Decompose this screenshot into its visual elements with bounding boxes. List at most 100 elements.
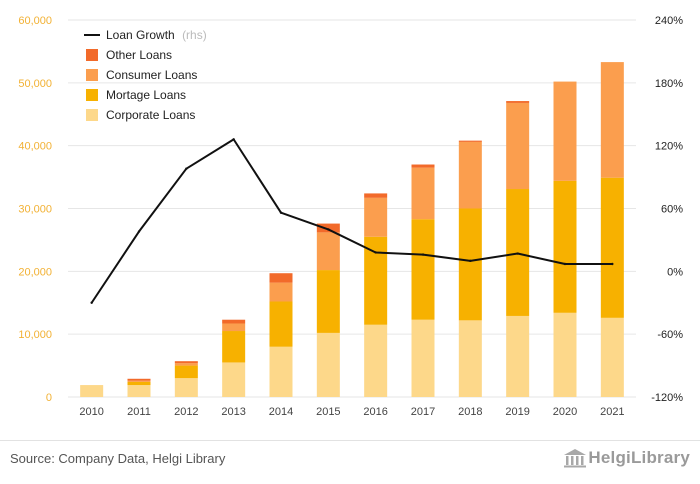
bar-corporate-loans [411, 319, 435, 397]
right-tick-label: 120% [655, 141, 683, 153]
bar-corporate-loans [269, 346, 293, 397]
left-tick-label: 0 [46, 392, 52, 404]
bar-mortage-loans [174, 365, 198, 379]
bar-consumer-loans [174, 363, 198, 366]
brand-logo: HelgiLibrary [562, 447, 690, 469]
chart: 0 10,000 20,000 30,000 40,000 50,000 60,000 -1… [18, 15, 683, 418]
loan-growth-line-layer [90, 138, 614, 304]
loan-growth-point [232, 138, 235, 141]
x-tick-label: 2010 [79, 406, 103, 418]
loan-growth-point [137, 230, 141, 233]
loan-growth-point [611, 262, 614, 266]
legend-label-mortage-loans: Mortage Loans [106, 88, 186, 102]
left-tick-label: 40,000 [18, 141, 52, 153]
bar-other-loans [411, 164, 435, 168]
loan-growth-point [469, 259, 472, 263]
left-tick-label: 30,000 [18, 204, 52, 216]
bar-other-loans [364, 193, 388, 198]
bar-corporate-loans [364, 324, 388, 397]
left-axis-ticks: 0 10,000 20,000 30,000 40,000 50,000 60,000 [18, 15, 52, 404]
right-axis-ticks: -120% -60% 0% 60% 120% 180% 240% [651, 15, 683, 404]
bar-mortage-loans [553, 180, 577, 313]
x-tick-label: 2013 [221, 406, 245, 418]
bar-consumer-loans [458, 141, 482, 209]
x-tick-label: 2016 [363, 406, 387, 418]
loan-growth-point [516, 252, 519, 255]
legend-swatch-corporate-loans [86, 109, 98, 121]
x-tick-label: 2020 [553, 406, 577, 418]
bar-corporate-loans [222, 362, 246, 397]
left-tick-label: 50,000 [18, 78, 52, 90]
left-tick-label: 60,000 [18, 15, 52, 27]
bar-corporate-loans [316, 332, 340, 397]
loan-growth-point [374, 251, 377, 254]
legend: Loan Growth (rhs) Other Loans Consumer L… [84, 28, 207, 122]
loan-growth-point [563, 262, 567, 266]
bar-other-loans [458, 140, 482, 142]
bar-mortage-loans [411, 219, 435, 320]
left-tick-label: 20,000 [18, 266, 52, 278]
svg-text:Loan Growth (rhs): Loan Growth (rhs) [106, 28, 207, 42]
right-tick-label: -120% [651, 392, 683, 404]
legend-note-rhs: (rhs) [182, 28, 207, 42]
bar-mortage-loans [269, 301, 293, 347]
legend-label-loan-growth: Loan Growth [106, 28, 175, 42]
bar-corporate-loans [600, 317, 624, 397]
loan-growth-point [279, 211, 283, 214]
x-tick-label: 2017 [411, 406, 435, 418]
bar-consumer-loans [506, 102, 530, 190]
bar-consumer-loans [316, 232, 340, 271]
legend-item-mortage-loans: Mortage Loans [86, 88, 186, 102]
right-tick-label: 180% [655, 78, 683, 90]
x-axis-ticks: 2010 2011 2012 2013 2014 2015 2016 2017 2018 2019… [79, 406, 624, 418]
bar-other-loans [174, 361, 198, 364]
x-tick-label: 2012 [174, 406, 198, 418]
bar-mortage-loans [600, 177, 624, 318]
brand-name: HelgiLibrary [588, 448, 690, 467]
source-note: Source: Company Data, Helgi Library [10, 451, 226, 466]
bar-consumer-loans [600, 62, 624, 178]
bar-consumer-loans [269, 282, 293, 302]
bar-corporate-loans [127, 385, 151, 397]
legend-item-consumer-loans: Consumer Loans [86, 68, 197, 82]
bar-mortage-loans [458, 208, 482, 321]
right-tick-label: 60% [661, 204, 683, 216]
bar-consumer-loans [411, 167, 435, 220]
legend-label-consumer-loans: Consumer Loans [106, 68, 197, 82]
legend-item-corporate-loans: Corporate Loans [86, 108, 195, 122]
bar-mortage-loans [222, 331, 246, 363]
x-tick-label: 2014 [269, 406, 293, 418]
loan-growth-point [185, 167, 188, 170]
legend-label-other-loans: Other Loans [106, 48, 172, 62]
x-tick-label: 2019 [505, 406, 529, 418]
bar-consumer-loans [553, 81, 577, 181]
x-tick-label: 2015 [316, 406, 340, 418]
bar-corporate-loans [553, 312, 577, 397]
right-tick-label: 240% [655, 15, 683, 27]
library-building-icon [564, 449, 587, 468]
legend-swatch-mortage-loans [86, 89, 98, 101]
legend-item-loan-growth: Loan Growth (rhs) [84, 28, 207, 42]
gridlines [68, 19, 636, 398]
bar-corporate-loans [506, 315, 530, 397]
bar-mortage-loans [364, 236, 388, 325]
bar-mortage-loans [127, 381, 151, 386]
x-tick-label: 2021 [600, 406, 624, 418]
bar-corporate-loans [174, 378, 198, 397]
loan-growth-line [90, 138, 613, 304]
bar-mortage-loans [316, 270, 340, 333]
bar-consumer-loans [222, 323, 246, 332]
bar-corporate-loans [458, 320, 482, 397]
legend-label-corporate-loans: Corporate Loans [106, 108, 195, 122]
legend-item-other-loans: Other Loans [86, 48, 172, 62]
bar-consumer-loans [127, 380, 151, 382]
footer: Source: Company Data, Helgi Library Helg… [0, 440, 700, 484]
bar-other-loans [222, 319, 246, 324]
loan-growth-point [421, 253, 425, 256]
bar-other-loans [506, 101, 530, 103]
left-tick-label: 10,000 [18, 329, 52, 341]
legend-swatch-other-loans [86, 49, 98, 61]
bar-consumer-loans [364, 197, 388, 237]
bar-other-loans [127, 378, 151, 381]
bar-other-loans [269, 273, 293, 283]
